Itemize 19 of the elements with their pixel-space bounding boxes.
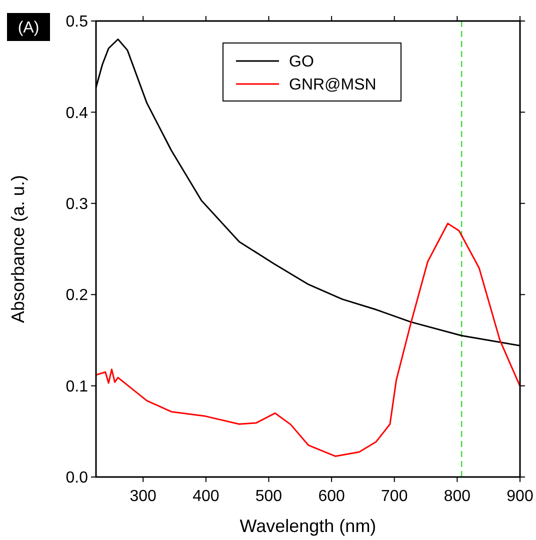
y-tick-label: 0.0 bbox=[66, 470, 88, 487]
y-tick-label: 0.5 bbox=[66, 14, 88, 31]
text: (A) bbox=[18, 20, 40, 37]
legend-label: GO bbox=[289, 54, 314, 71]
x-tick-label: 900 bbox=[506, 488, 534, 505]
x-tick-label: 700 bbox=[381, 488, 408, 505]
legend-label: GNR@MSN bbox=[289, 76, 376, 94]
y-axis-title: Absorbance (a. u.) bbox=[8, 174, 28, 324]
y-tick-label: 0.2 bbox=[66, 287, 88, 304]
y-tick-label: 0.1 bbox=[66, 378, 88, 396]
y-tick-label: 0.3 bbox=[66, 196, 88, 213]
x-tick-label: 500 bbox=[255, 488, 282, 505]
x-tick-label: 600 bbox=[318, 488, 345, 505]
line-series bbox=[96, 222, 520, 457]
x-axis-title: Wavelength (nm) bbox=[240, 516, 376, 536]
x-tick-label: 400 bbox=[192, 488, 220, 505]
x-tick-label: 300 bbox=[130, 488, 157, 505]
y-tick-label: 0.4 bbox=[66, 104, 88, 122]
x-tick-label: 800 bbox=[444, 488, 471, 505]
